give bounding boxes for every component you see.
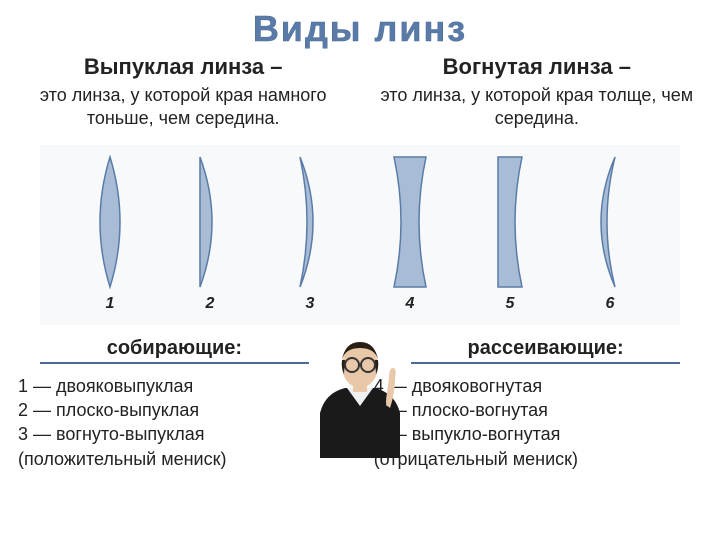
diverging-label: рассеивающие: [411, 337, 680, 364]
lens-number: 1 [70, 295, 150, 313]
lens-biconcave [370, 152, 450, 292]
lens-number: 2 [170, 295, 250, 313]
concave-definition: это линза, у которой края толще, чем сер… [374, 84, 700, 131]
lens-plano-concave [470, 152, 550, 292]
lens-convex-concave [570, 152, 650, 292]
lens-number: 3 [270, 295, 350, 313]
concave-subtitle: Вогнутая линза – [374, 54, 700, 80]
lens-concave-convex [270, 152, 350, 292]
lens-number: 4 [370, 295, 450, 313]
lens-number: 6 [570, 295, 650, 313]
definitions-row: Выпуклая линза – это линза, у которой кр… [0, 54, 720, 131]
lens-diagram: 1 2 3 4 5 6 [40, 145, 680, 325]
lens-row [40, 145, 680, 295]
page-title: Виды линз [0, 8, 720, 50]
lens-number: 5 [470, 295, 550, 313]
convex-definition: это линза, у которой края намного тоньше… [20, 84, 346, 131]
convex-column: Выпуклая линза – это линза, у которой кр… [20, 54, 346, 131]
lens-numbers-row: 1 2 3 4 5 6 [40, 295, 680, 313]
lens-plano-convex [170, 152, 250, 292]
converging-label: собирающие: [40, 337, 309, 364]
concave-column: Вогнутая линза – это линза, у которой кр… [374, 54, 700, 131]
person-illustration [295, 338, 425, 458]
lens-biconvex [70, 152, 150, 292]
convex-subtitle: Выпуклая линза – [20, 54, 346, 80]
